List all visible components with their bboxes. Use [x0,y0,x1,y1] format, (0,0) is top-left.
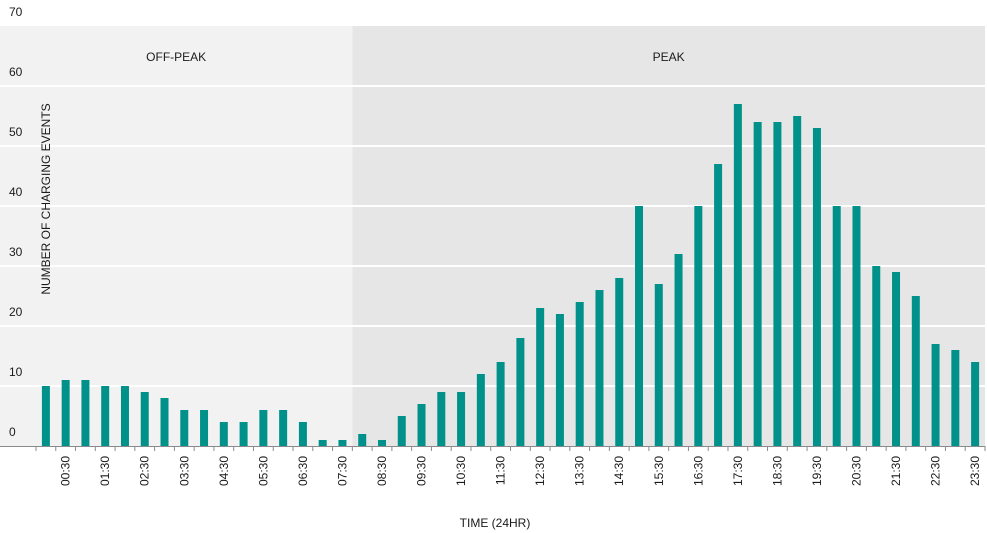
x-tick-label: 15:30 [652,456,666,486]
x-tick-label: 02:30 [138,456,152,486]
x-tick-label: 13:30 [573,456,587,486]
time-regions: OFF-PEAK PEAK [0,26,985,446]
region-label: OFF-PEAK [146,50,206,64]
bar [635,206,644,446]
bar [911,296,920,446]
bar [971,362,980,446]
bar [575,302,584,446]
y-tick-label: 40 [9,185,23,199]
bar [733,104,742,446]
bar [793,116,802,446]
x-tick-label: 04:30 [217,456,231,486]
y-tick-label: 10 [9,365,23,379]
bar [200,410,209,446]
bar [41,386,50,446]
y-tick-label: 20 [9,305,23,319]
bar [812,128,821,446]
bar [852,206,861,446]
bar [595,290,604,446]
x-axis [0,446,986,451]
bar [516,338,525,446]
bar [536,308,545,446]
bar [81,380,90,446]
x-tick-label: 17:30 [731,456,745,486]
bar [358,434,367,446]
x-tick-label: 00:30 [59,456,73,486]
bar [872,266,881,446]
bar [397,416,406,446]
y-tick-label: 60 [9,65,23,79]
bar [496,362,505,446]
bar [219,422,228,446]
bar [951,350,960,446]
bar [298,422,307,446]
bars [41,104,980,446]
x-tick-label: 20:30 [849,456,863,486]
bar [654,284,663,446]
bar [773,122,782,446]
x-tick-label: 16:30 [691,456,705,486]
x-tick-label: 23:30 [968,456,982,486]
bar [753,122,762,446]
bar [377,440,386,446]
bar [338,440,347,446]
bar [101,386,110,446]
bar [457,392,466,446]
bar [318,440,327,446]
bar [615,278,624,446]
y-tick-label: 70 [9,5,23,19]
x-tick-label: 09:30 [415,456,429,486]
bar [555,314,564,446]
bar [832,206,841,446]
bar [892,272,901,446]
bar [417,404,426,446]
x-tick-labels: 00:30 01:30 02:30 03:30 04:30 05:30 06:30 07:30… [59,456,982,486]
x-tick-label: 06:30 [296,456,310,486]
x-axis-title: TIME (24HR) [460,516,531,530]
x-tick-label: 22:30 [929,456,943,486]
bar [437,392,446,446]
bar [180,410,189,446]
x-tick-label: 14:30 [612,456,626,486]
bar [694,206,703,446]
x-tick-label: 07:30 [335,456,349,486]
bar [61,380,70,446]
region-background [0,26,353,446]
bar [239,422,248,446]
bar [714,164,723,446]
region-background [352,26,985,446]
x-tick-label: 18:30 [770,456,784,486]
bar [259,410,268,446]
y-tick-labels: 0 10 20 30 40 50 60 70 [9,5,23,439]
bar [476,374,485,446]
bar [160,398,169,446]
x-tick-label: 10:30 [454,456,468,486]
bar [279,410,288,446]
x-tick-label: 01:30 [98,456,112,486]
bar [120,386,129,446]
x-tick-label: 12:30 [533,456,547,486]
bar [674,254,683,446]
y-tick-label: 30 [9,245,23,259]
x-tick-label: 03:30 [177,456,191,486]
bar [140,392,149,446]
y-axis-title: NUMBER OF CHARGING EVENTS [39,103,53,294]
x-tick-label: 21:30 [889,456,903,486]
x-tick-label: 05:30 [256,456,270,486]
x-tick-label: 11:30 [494,456,508,485]
y-tick-label: 50 [9,125,23,139]
x-tick-label: 08:30 [375,456,389,486]
x-tick-label: 19:30 [810,456,824,486]
bar [931,344,940,446]
region-label: PEAK [653,50,685,64]
y-tick-label: 0 [9,425,16,439]
